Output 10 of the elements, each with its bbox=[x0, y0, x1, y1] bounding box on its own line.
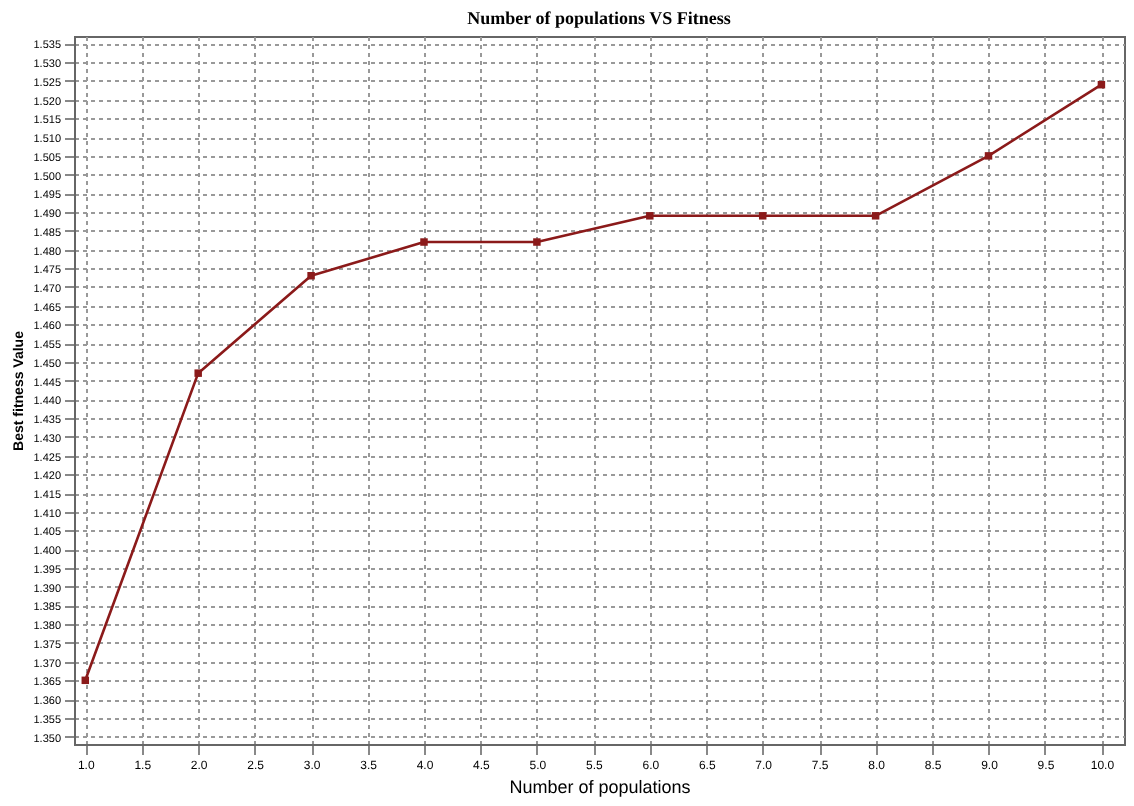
point bbox=[533, 238, 541, 246]
point bbox=[307, 272, 315, 280]
chart-title: Number of populations VS Fitness bbox=[467, 8, 732, 28]
x-axis-title: Number of populations bbox=[509, 777, 692, 797]
point bbox=[420, 238, 428, 246]
point bbox=[758, 212, 767, 220]
point bbox=[871, 212, 880, 220]
point bbox=[194, 369, 202, 377]
point bbox=[646, 212, 654, 220]
point bbox=[984, 152, 993, 160]
